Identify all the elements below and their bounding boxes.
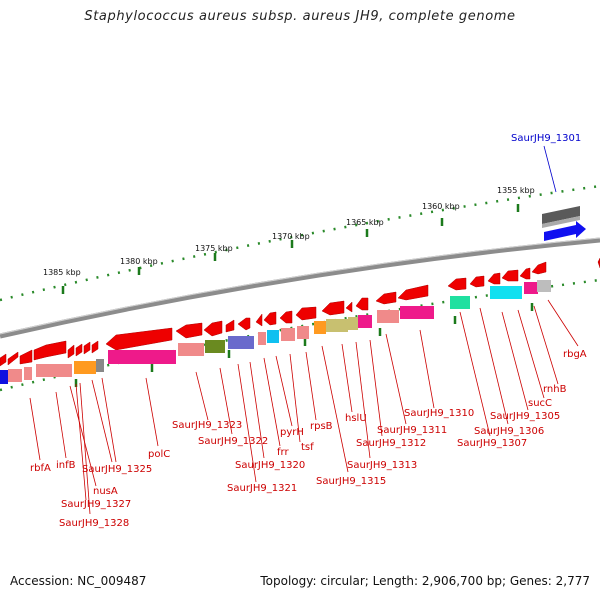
gene-label-saurjh9-1322: SaurJH9_1322 — [198, 436, 268, 447]
gene-label-sucC: sucC — [528, 398, 552, 409]
gene-label-tsf: tsf — [301, 442, 314, 453]
gene-labels: rbfA infB nusA SaurJH9_1325 SaurJH9_1327… — [30, 133, 587, 529]
topology-text: Topology: circular; Length: 2,906,700 bp… — [260, 574, 590, 588]
gene-label-saurjh9-1307: SaurJH9_1307 — [457, 438, 527, 449]
inner-ticks — [74, 303, 534, 387]
gene-label-saurjh9-1321: SaurJH9_1321 — [227, 483, 297, 494]
gene-label-rpsB: rpsB — [310, 421, 333, 432]
gene-label-nusA: nusA — [93, 486, 118, 497]
scale-label-1385: 1385 kbp — [43, 268, 81, 277]
gene-label-infB: infB — [56, 460, 76, 471]
gene-label-polC: polC — [148, 449, 170, 460]
gene-label-saurjh9-1301: SaurJH9_1301 — [511, 133, 581, 144]
label-leader-line-1301 — [543, 145, 557, 193]
gene-label-saurjh9-1312: SaurJH9_1312 — [356, 438, 426, 449]
map-title: Staphylococcus aureus subsp. aureus JH9,… — [84, 9, 516, 24]
gene-label-rnhB: rnhB — [543, 384, 567, 395]
scale-label-1375: 1375 kbp — [195, 244, 233, 253]
gene-label-saurjh9-1315: SaurJH9_1315 — [316, 476, 386, 487]
label-leader-lines — [29, 299, 579, 515]
scale-label-1360: 1360 kbp — [422, 202, 460, 211]
gene-label-saurjh9-1325: SaurJH9_1325 — [82, 464, 152, 475]
gene-label-saurjh9-1306: SaurJH9_1306 — [474, 426, 544, 437]
scale-label-1355: 1355 kbp — [497, 186, 535, 195]
gene-label-pyrH: pyrH — [280, 427, 304, 438]
gene-label-saurjh9-1323: SaurJH9_1323 — [172, 420, 242, 431]
gene-label-saurjh9-1320: SaurJH9_1320 — [235, 460, 305, 471]
accession-text: Accession: NC_009487 — [10, 574, 147, 588]
gene-label-rbfA: rbfA — [30, 463, 51, 474]
reverse-strand-cog-boxes — [0, 280, 551, 384]
gene-label-saurjh9-1311: SaurJH9_1311 — [377, 425, 447, 436]
scale-label-1380: 1380 kbp — [120, 257, 158, 266]
scale-dotted-arc — [0, 184, 600, 302]
gene-label-hslU: hslU — [345, 413, 367, 424]
gene-label-rbgA: rbgA — [563, 349, 587, 360]
reverse-strand-genes — [0, 257, 600, 367]
gene-label-saurjh9-1310: SaurJH9_1310 — [404, 408, 474, 419]
genome-backbone — [0, 237, 600, 339]
scale-label-1370: 1370 kbp — [272, 232, 310, 241]
scale-label-1365: 1365 kbp — [346, 218, 384, 227]
scale-major-ticks — [61, 204, 520, 294]
gene-label-saurjh9-1305: SaurJH9_1305 — [490, 411, 560, 422]
gene-label-saurjh9-1327: SaurJH9_1327 — [61, 499, 131, 510]
gene-label-saurjh9-1328: SaurJH9_1328 — [59, 518, 129, 529]
scale-labels: 1385 kbp 1380 kbp 1375 kbp 1370 kbp 1365… — [43, 186, 535, 277]
gene-label-saurjh9-1313: SaurJH9_1313 — [347, 460, 417, 471]
gene-label-frr: frr — [277, 447, 289, 458]
forward-strand-genes — [542, 206, 586, 241]
